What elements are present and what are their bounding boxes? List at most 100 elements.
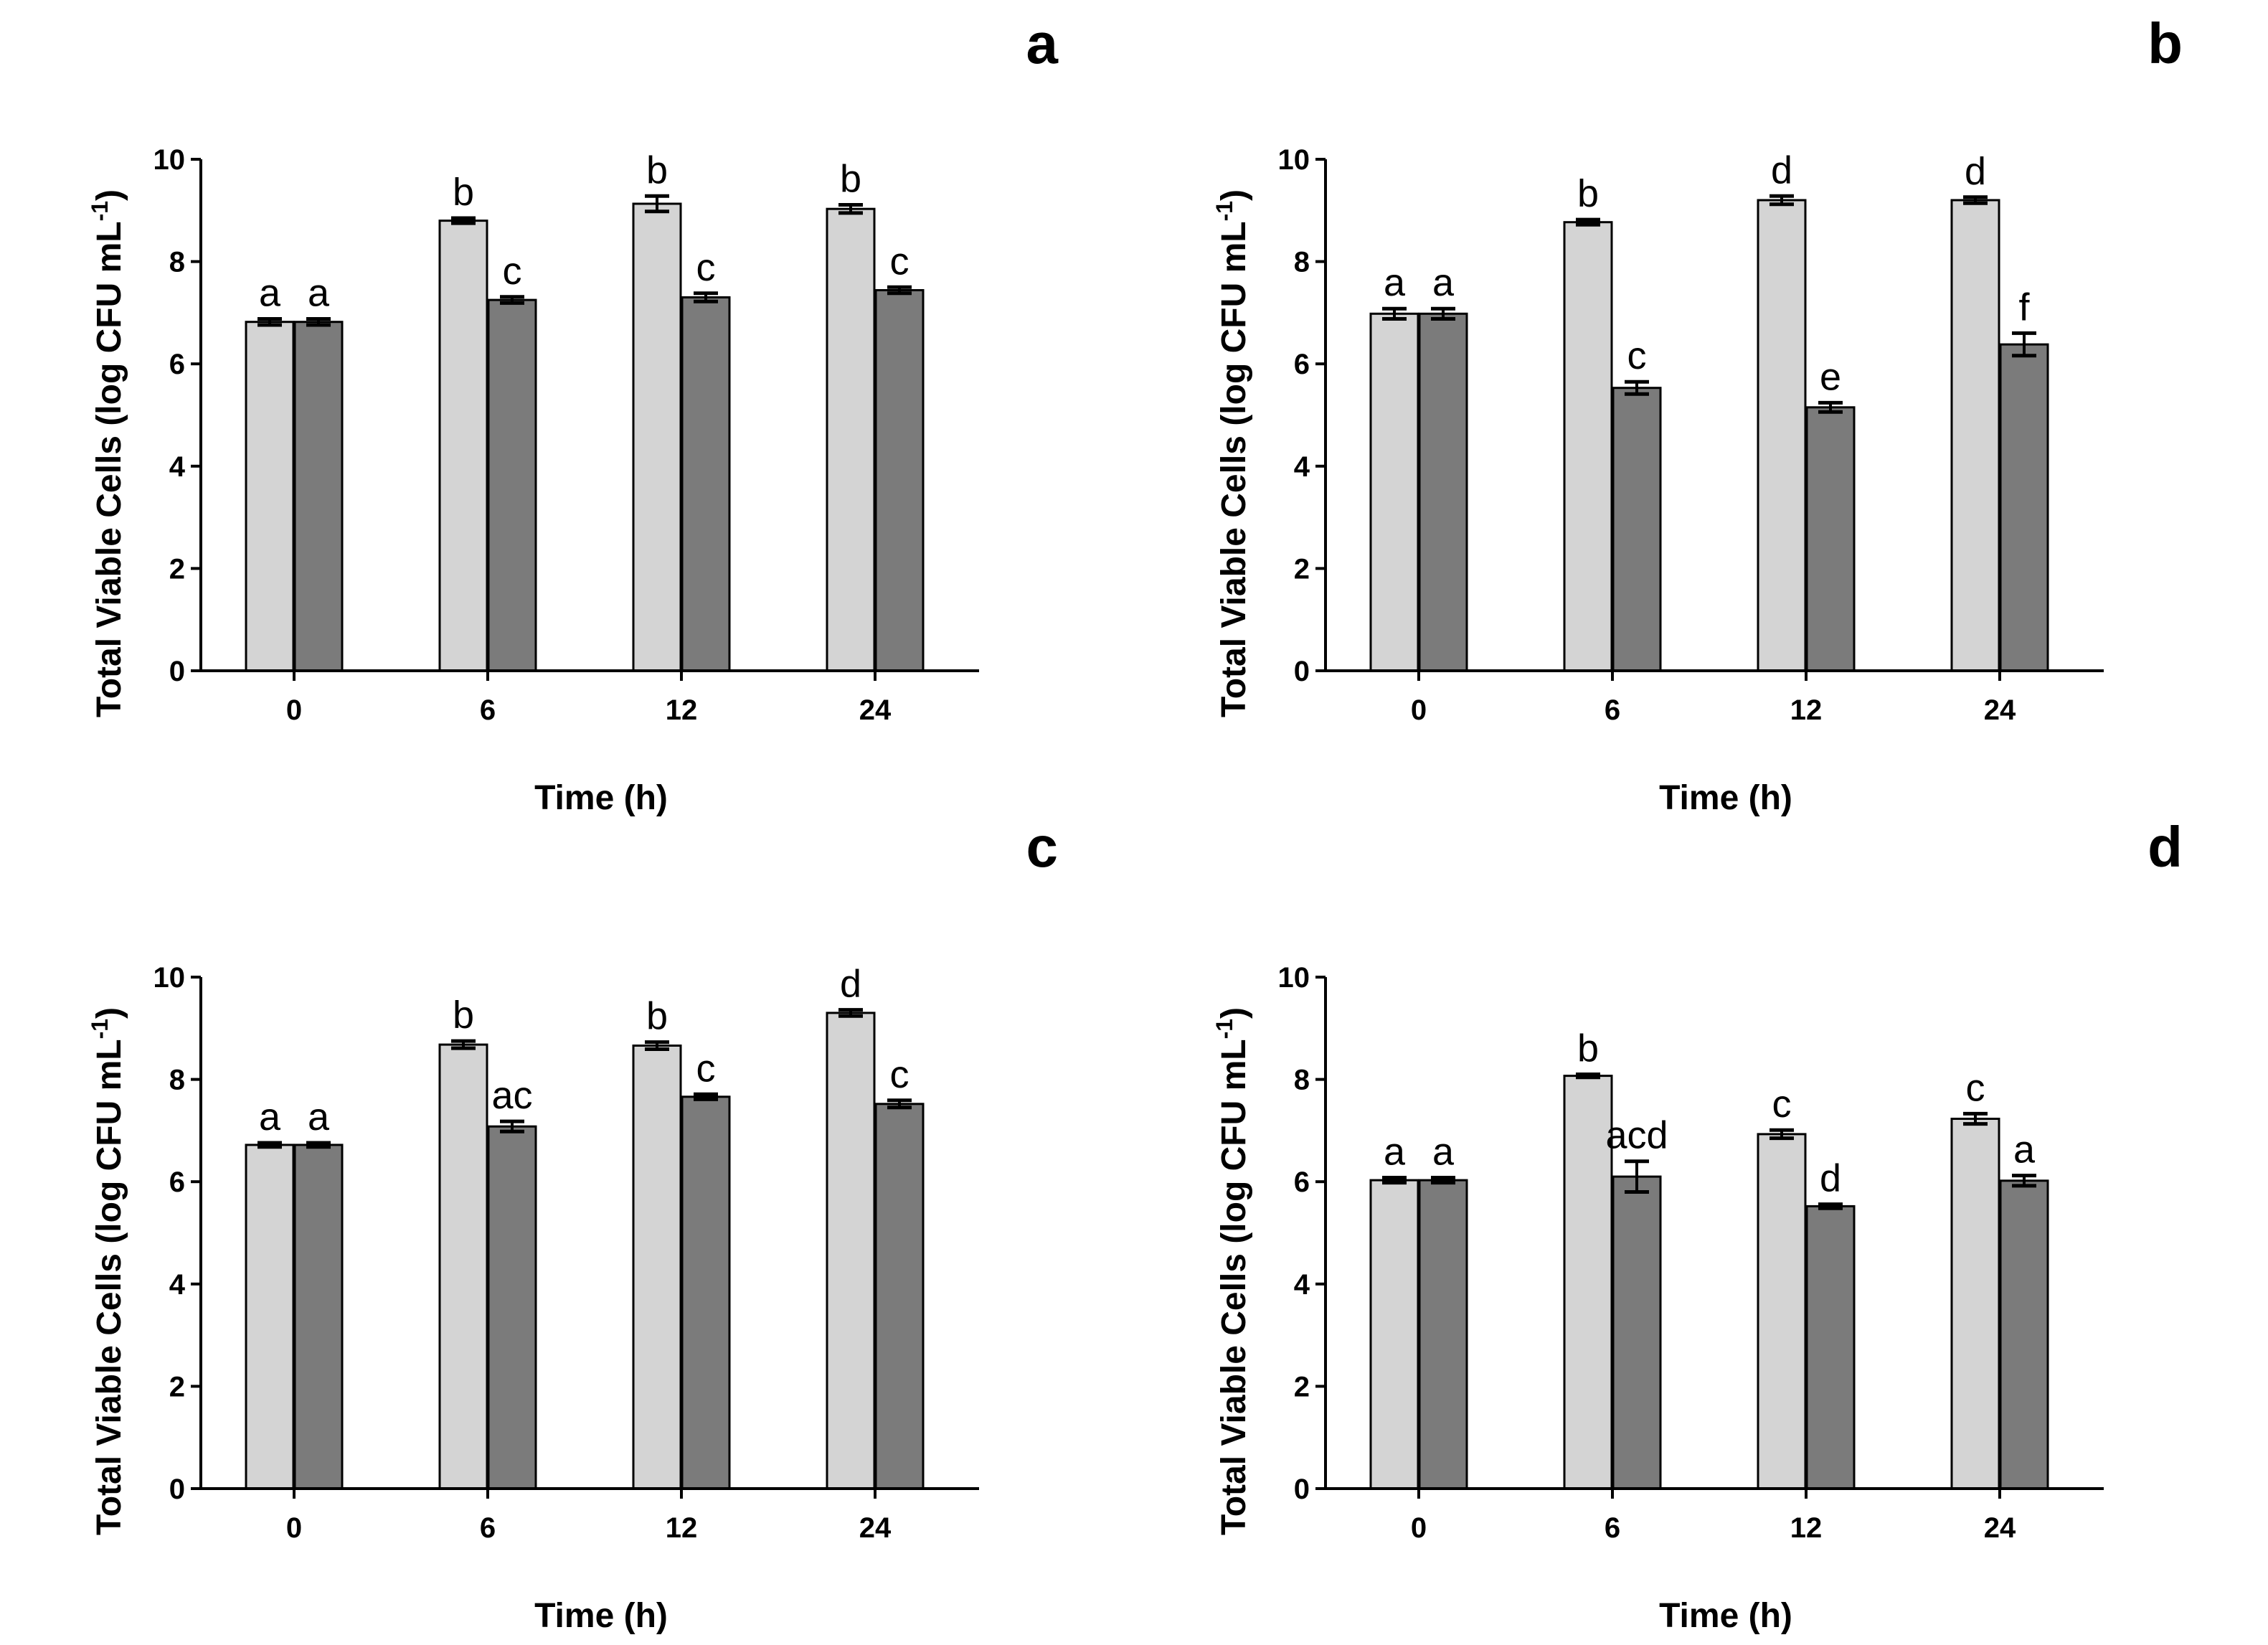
significance-letter: c (1627, 334, 1647, 377)
x-tick-label: 0 (286, 694, 302, 726)
significance-letter: c (1772, 1083, 1792, 1126)
x-tick-label: 6 (480, 694, 496, 726)
panel-label-d: d (2147, 815, 2183, 879)
y-tick-label: 6 (169, 349, 185, 380)
y-tick-label: 4 (1294, 1269, 1310, 1301)
y-tick-label: 2 (169, 553, 185, 585)
error-bar-s2-0 (306, 317, 331, 327)
x-tick-label: 12 (1790, 694, 1823, 726)
bar-s1-6 (1563, 1075, 1613, 1490)
bar-s2-6 (487, 298, 537, 672)
bar-s2-0 (1418, 1179, 1468, 1490)
y-axis-title-d: Total Viable Cells (log CFU mL-1) (1211, 1007, 1253, 1535)
y-tick-label: 10 (153, 144, 186, 176)
significance-letter: ac (491, 1074, 532, 1117)
significance-letter: c (890, 1053, 909, 1096)
error-bar-s2-24 (2012, 1174, 2036, 1188)
y-tick-label: 4 (169, 451, 186, 483)
significance-letter: a (1384, 1131, 1406, 1174)
y-tick-label: 0 (169, 1474, 185, 1505)
x-tick-label: 12 (1790, 1512, 1823, 1544)
x-axis-title-d: Time (h) (1659, 1597, 1792, 1635)
error-bar-s1-12 (645, 1040, 669, 1051)
panel-b: b Time (h) Total Viable Cells (log CFU m… (1211, 11, 2183, 817)
y-tick-label: 6 (1294, 349, 1310, 380)
bar-s1-6 (438, 220, 488, 672)
bar-s1-12 (632, 202, 682, 672)
bar-s2-24 (1999, 343, 2049, 672)
significance-letter: a (259, 272, 281, 315)
bar-s1-24 (826, 207, 876, 672)
bar-s1-6 (1563, 221, 1613, 672)
x-tick-label: 6 (1605, 1512, 1620, 1544)
significance-letter: d (1965, 150, 1986, 193)
y-tick-label: 4 (1294, 451, 1310, 483)
significance-letter: c (1966, 1066, 1985, 1109)
significance-letter: f (2018, 286, 2030, 329)
x-tick-label: 12 (666, 1512, 698, 1544)
significance-letter: b (1577, 1027, 1599, 1070)
x-tick-label: 12 (666, 694, 698, 726)
y-tick-label: 2 (1294, 553, 1310, 585)
y-tick-label: 0 (1294, 1474, 1310, 1505)
bar-s2-12 (1805, 1205, 1856, 1490)
significance-letter: acd (1605, 1114, 1668, 1157)
y-tick-label: 2 (1294, 1371, 1310, 1403)
bar-s1-0 (245, 1144, 295, 1490)
significance-letter: a (259, 1095, 281, 1139)
bar-s1-0 (1369, 1179, 1419, 1490)
y-tick-label: 8 (1294, 1065, 1310, 1096)
error-bar-s1-0 (257, 1141, 282, 1149)
x-tick-label: 6 (1605, 694, 1620, 726)
error-bar-s1-6 (451, 216, 476, 225)
significance-letter: a (1384, 261, 1406, 304)
error-bar-s1-12 (645, 194, 669, 214)
y-tick-label: 0 (1294, 656, 1310, 687)
x-tick-label: 24 (859, 694, 892, 726)
panel-label-a: a (1026, 11, 1059, 75)
significance-letter: b (646, 995, 668, 1038)
bar-s2-6 (487, 1125, 537, 1490)
bar-s2-24 (1999, 1179, 2049, 1490)
y-tick-label: 2 (169, 1371, 185, 1403)
bar-s2-6 (1612, 387, 1662, 672)
bar-s1-0 (245, 321, 295, 672)
error-bar-s2-24 (887, 1098, 912, 1110)
bar-s1-12 (1757, 199, 1807, 672)
bar-s2-12 (681, 1095, 731, 1490)
error-bar-s2-6 (500, 1119, 524, 1133)
bar-s1-12 (632, 1045, 682, 1490)
significance-letter: d (1820, 1157, 1841, 1200)
y-tick-label: 8 (169, 247, 185, 278)
significance-letter: b (453, 171, 474, 214)
significance-letter: b (840, 158, 861, 201)
x-axis-title-b: Time (h) (1659, 779, 1792, 817)
x-tick-label: 6 (480, 1512, 496, 1544)
bar-s1-24 (1950, 1118, 2000, 1490)
significance-letter: b (646, 149, 668, 192)
y-tick-label: 4 (169, 1269, 186, 1301)
bar-s1-12 (1757, 1133, 1807, 1490)
x-axis-title-a: Time (h) (534, 779, 668, 817)
bar-s2-24 (874, 289, 925, 672)
y-tick-label: 8 (1294, 247, 1310, 278)
bar-s2-0 (293, 1144, 344, 1490)
y-tick-label: 0 (169, 656, 185, 687)
bar-s1-6 (438, 1043, 488, 1490)
x-tick-label: 0 (286, 1512, 302, 1544)
bar-s1-0 (1369, 312, 1419, 672)
error-bar-s2-0 (306, 1141, 331, 1149)
significance-letter: b (453, 994, 474, 1037)
bar-s2-12 (681, 296, 731, 672)
significance-letter: c (890, 240, 909, 283)
x-tick-label: 0 (1411, 694, 1427, 726)
error-bar-s1-0 (257, 317, 282, 327)
significance-letter: d (840, 963, 861, 1006)
error-bar-s2-6 (1625, 380, 1649, 396)
panel-label-c: c (1026, 815, 1059, 879)
error-bar-s2-12 (694, 1092, 718, 1101)
y-tick-label: 8 (169, 1065, 185, 1096)
bar-s2-12 (1805, 406, 1856, 672)
